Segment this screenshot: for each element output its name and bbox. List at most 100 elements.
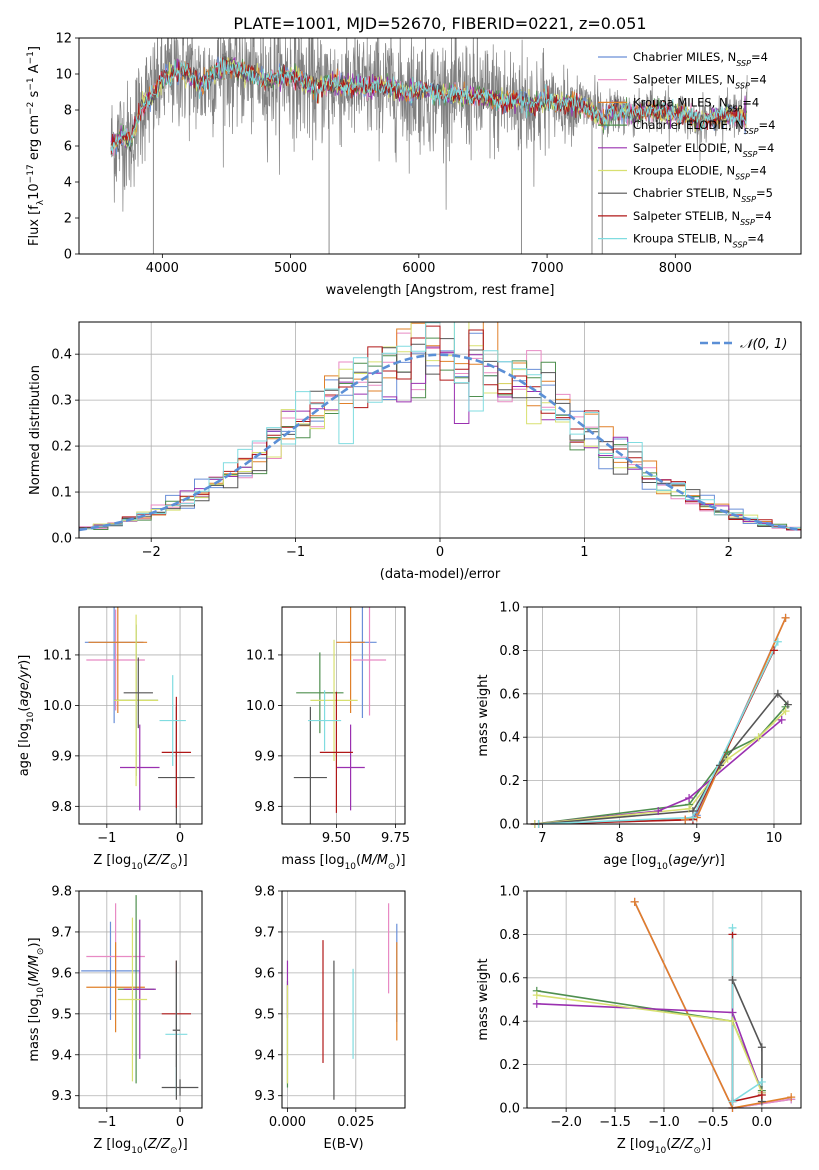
marker-kroupa_stelib — [728, 923, 737, 932]
x-tick-label: −1 — [97, 831, 116, 846]
x-tick-label: 0 — [176, 1115, 184, 1130]
x-tick-label: −1 — [97, 1115, 116, 1130]
x-tick-label: 2 — [725, 545, 733, 560]
x-axis-label: Z [log10(Z/Z⊙)] — [617, 1137, 711, 1156]
y-tick-label: 0.2 — [499, 1058, 520, 1073]
x-tick-label: 7 — [538, 831, 546, 846]
y-tick-label: 9.3 — [51, 1089, 72, 1104]
y-tick-label: 0.4 — [51, 348, 72, 363]
axes-frame — [78, 321, 802, 539]
y-tick-label: 0 — [64, 248, 72, 263]
y-tick-label: 9.8 — [51, 885, 72, 900]
marker-salpeter_elodie — [728, 1008, 737, 1017]
residuals-panel: −2 −1 0 1 2 0.0 0.1 0.2 0.3 0.4 (data-model)/error… — [28, 321, 802, 582]
marker-kroupa_miles — [681, 815, 690, 824]
x-axis-label: Z [log10(Z/Z⊙)] — [93, 1137, 187, 1156]
figure-title: PLATE=1001, MJD=52670, FIBERID=0221, z=0… — [233, 14, 646, 33]
marker-kroupa_stelib — [688, 813, 697, 822]
marker-kroupa_stelib — [773, 637, 782, 646]
y-tick-label: 10 — [55, 68, 72, 83]
x-tick-label: −2.0 — [550, 1115, 582, 1130]
x-tick-label: 0 — [176, 831, 184, 846]
y-tick-label: 9.5 — [254, 1007, 275, 1022]
x-tick-label: 0.025 — [337, 1115, 374, 1130]
y-tick-label: 0.0 — [499, 818, 520, 833]
y-tick-label: 12 — [55, 32, 72, 47]
marker-kroupa_elodie — [723, 754, 732, 763]
y-axis-label: age [log10(age/yr)] — [17, 655, 36, 777]
x-axis-label: age [log10(age/yr)] — [603, 853, 725, 872]
x-axis-label: wavelength [Angstrom, rest frame] — [326, 283, 555, 298]
marker-kroupa_stelib — [728, 1097, 737, 1106]
y-axis-label: mass [log10(M/M⊙)] — [27, 937, 46, 1061]
model-spectrum-kroupa_stelib — [110, 57, 747, 154]
y-tick-label: 0.6 — [499, 971, 520, 986]
x-tick-label: 10 — [766, 831, 783, 846]
age-vs-mass-panel: 9.50 9.75 9.8 9.9 10.0 10.1 mass [log10(M/M⊙)] — [246, 606, 410, 872]
y-tick-label: 0.6 — [499, 687, 520, 702]
y-tick-label: 2 — [64, 212, 72, 227]
y-tick-label: 0.0 — [51, 532, 72, 547]
legend-label: Chabrier MILES, NSSP=4 — [633, 50, 768, 68]
legend-label: Kroupa MILES, NSSP=4 — [633, 95, 759, 113]
x-axis-label: Z [log10(Z/Z⊙)] — [93, 853, 187, 872]
mass-weight-vs-age-panel: 7 8 9 10 0.0 0.2 0.4 0.6 0.8 1.0 age [log10(age/yr… — [476, 601, 802, 872]
x-axis-label: E(B-V) — [323, 1137, 363, 1152]
marker-salpeter_elodie — [685, 793, 694, 802]
y-tick-label: 0.2 — [51, 440, 72, 455]
y-axis-label: mass weight — [476, 958, 491, 1040]
y-tick-label: 9.4 — [51, 1048, 72, 1063]
marker-kroupa_elodie — [781, 707, 790, 716]
legend-label: Chabrier ELODIE, NSSP=4 — [633, 118, 775, 136]
y-tick-label: 0.1 — [51, 486, 72, 501]
y-tick-label: 4 — [64, 176, 72, 191]
x-tick-label: 1 — [580, 545, 588, 560]
normal-curve — [79, 353, 801, 532]
marker-salpeter_elodie — [532, 999, 541, 1008]
legend-label: Kroupa STELIB, NSSP=4 — [633, 232, 764, 250]
mass-vs-ebv-panel: 0.000 0.025 9.3 9.4 9.5 9.6 9.7 9.8 E(B-V) — [254, 885, 406, 1152]
marker-kroupa_miles — [787, 1093, 796, 1102]
x-tick-label: 5000 — [274, 261, 307, 276]
plot-area — [110, 38, 748, 254]
x-tick-label: −0.5 — [697, 1115, 729, 1130]
marker-kroupa_miles — [781, 613, 790, 622]
legend-label: Kroupa ELODIE, NSSP=4 — [633, 164, 767, 182]
legend-label: Chabrier STELIB, NSSP=5 — [633, 186, 773, 204]
marker-chabrier_stelib — [783, 700, 792, 709]
y-tick-label: 9.3 — [254, 1089, 275, 1104]
legend-label: 𝒩(0, 1) — [740, 337, 787, 352]
marker-chabrier_stelib — [757, 1043, 766, 1052]
x-tick-label: −1 — [286, 545, 305, 560]
legend-label: Salpeter ELODIE, NSSP=4 — [633, 141, 774, 159]
x-axis-label: (data-model)/error — [380, 567, 501, 582]
y-tick-label: 9.7 — [51, 925, 72, 940]
y-tick-label: 10.0 — [246, 699, 275, 714]
marker-salpeter_stelib — [769, 646, 778, 655]
y-tick-label: 0.0 — [499, 1102, 520, 1117]
x-tick-label: 7000 — [531, 261, 564, 276]
marker-chabrier_stelib — [715, 761, 724, 770]
x-tick-label: 8000 — [659, 261, 692, 276]
marker-kroupa_stelib — [757, 1077, 766, 1086]
model-spectrum-salpeter_stelib — [110, 56, 747, 154]
legend-label: Salpeter STELIB, NSSP=4 — [633, 209, 772, 227]
marker-kroupa_elodie — [532, 991, 541, 1000]
y-tick-label: 0.2 — [499, 774, 520, 789]
y-axis-label: Flux [fλ10−17 erg cm−2 s−1 A−1] — [26, 46, 46, 246]
axes-frame — [281, 890, 406, 1109]
y-tick-label: 0.3 — [51, 394, 72, 409]
plot-area — [286, 903, 398, 1100]
plot-area — [534, 617, 789, 824]
x-tick-label: −1.0 — [648, 1115, 680, 1130]
y-tick-label: 1.0 — [499, 885, 520, 900]
y-tick-label: 9.6 — [51, 966, 72, 981]
marker-chabrier_stelib — [728, 975, 737, 984]
x-axis-label: mass [log10(M/M⊙)] — [281, 853, 405, 872]
x-tick-label: 9.75 — [381, 831, 410, 846]
y-axis-label: mass weight — [476, 674, 491, 756]
marker-salpeter_elodie — [777, 715, 786, 724]
y-tick-label: 0.8 — [499, 644, 520, 659]
x-tick-label: −1.5 — [599, 1115, 631, 1130]
